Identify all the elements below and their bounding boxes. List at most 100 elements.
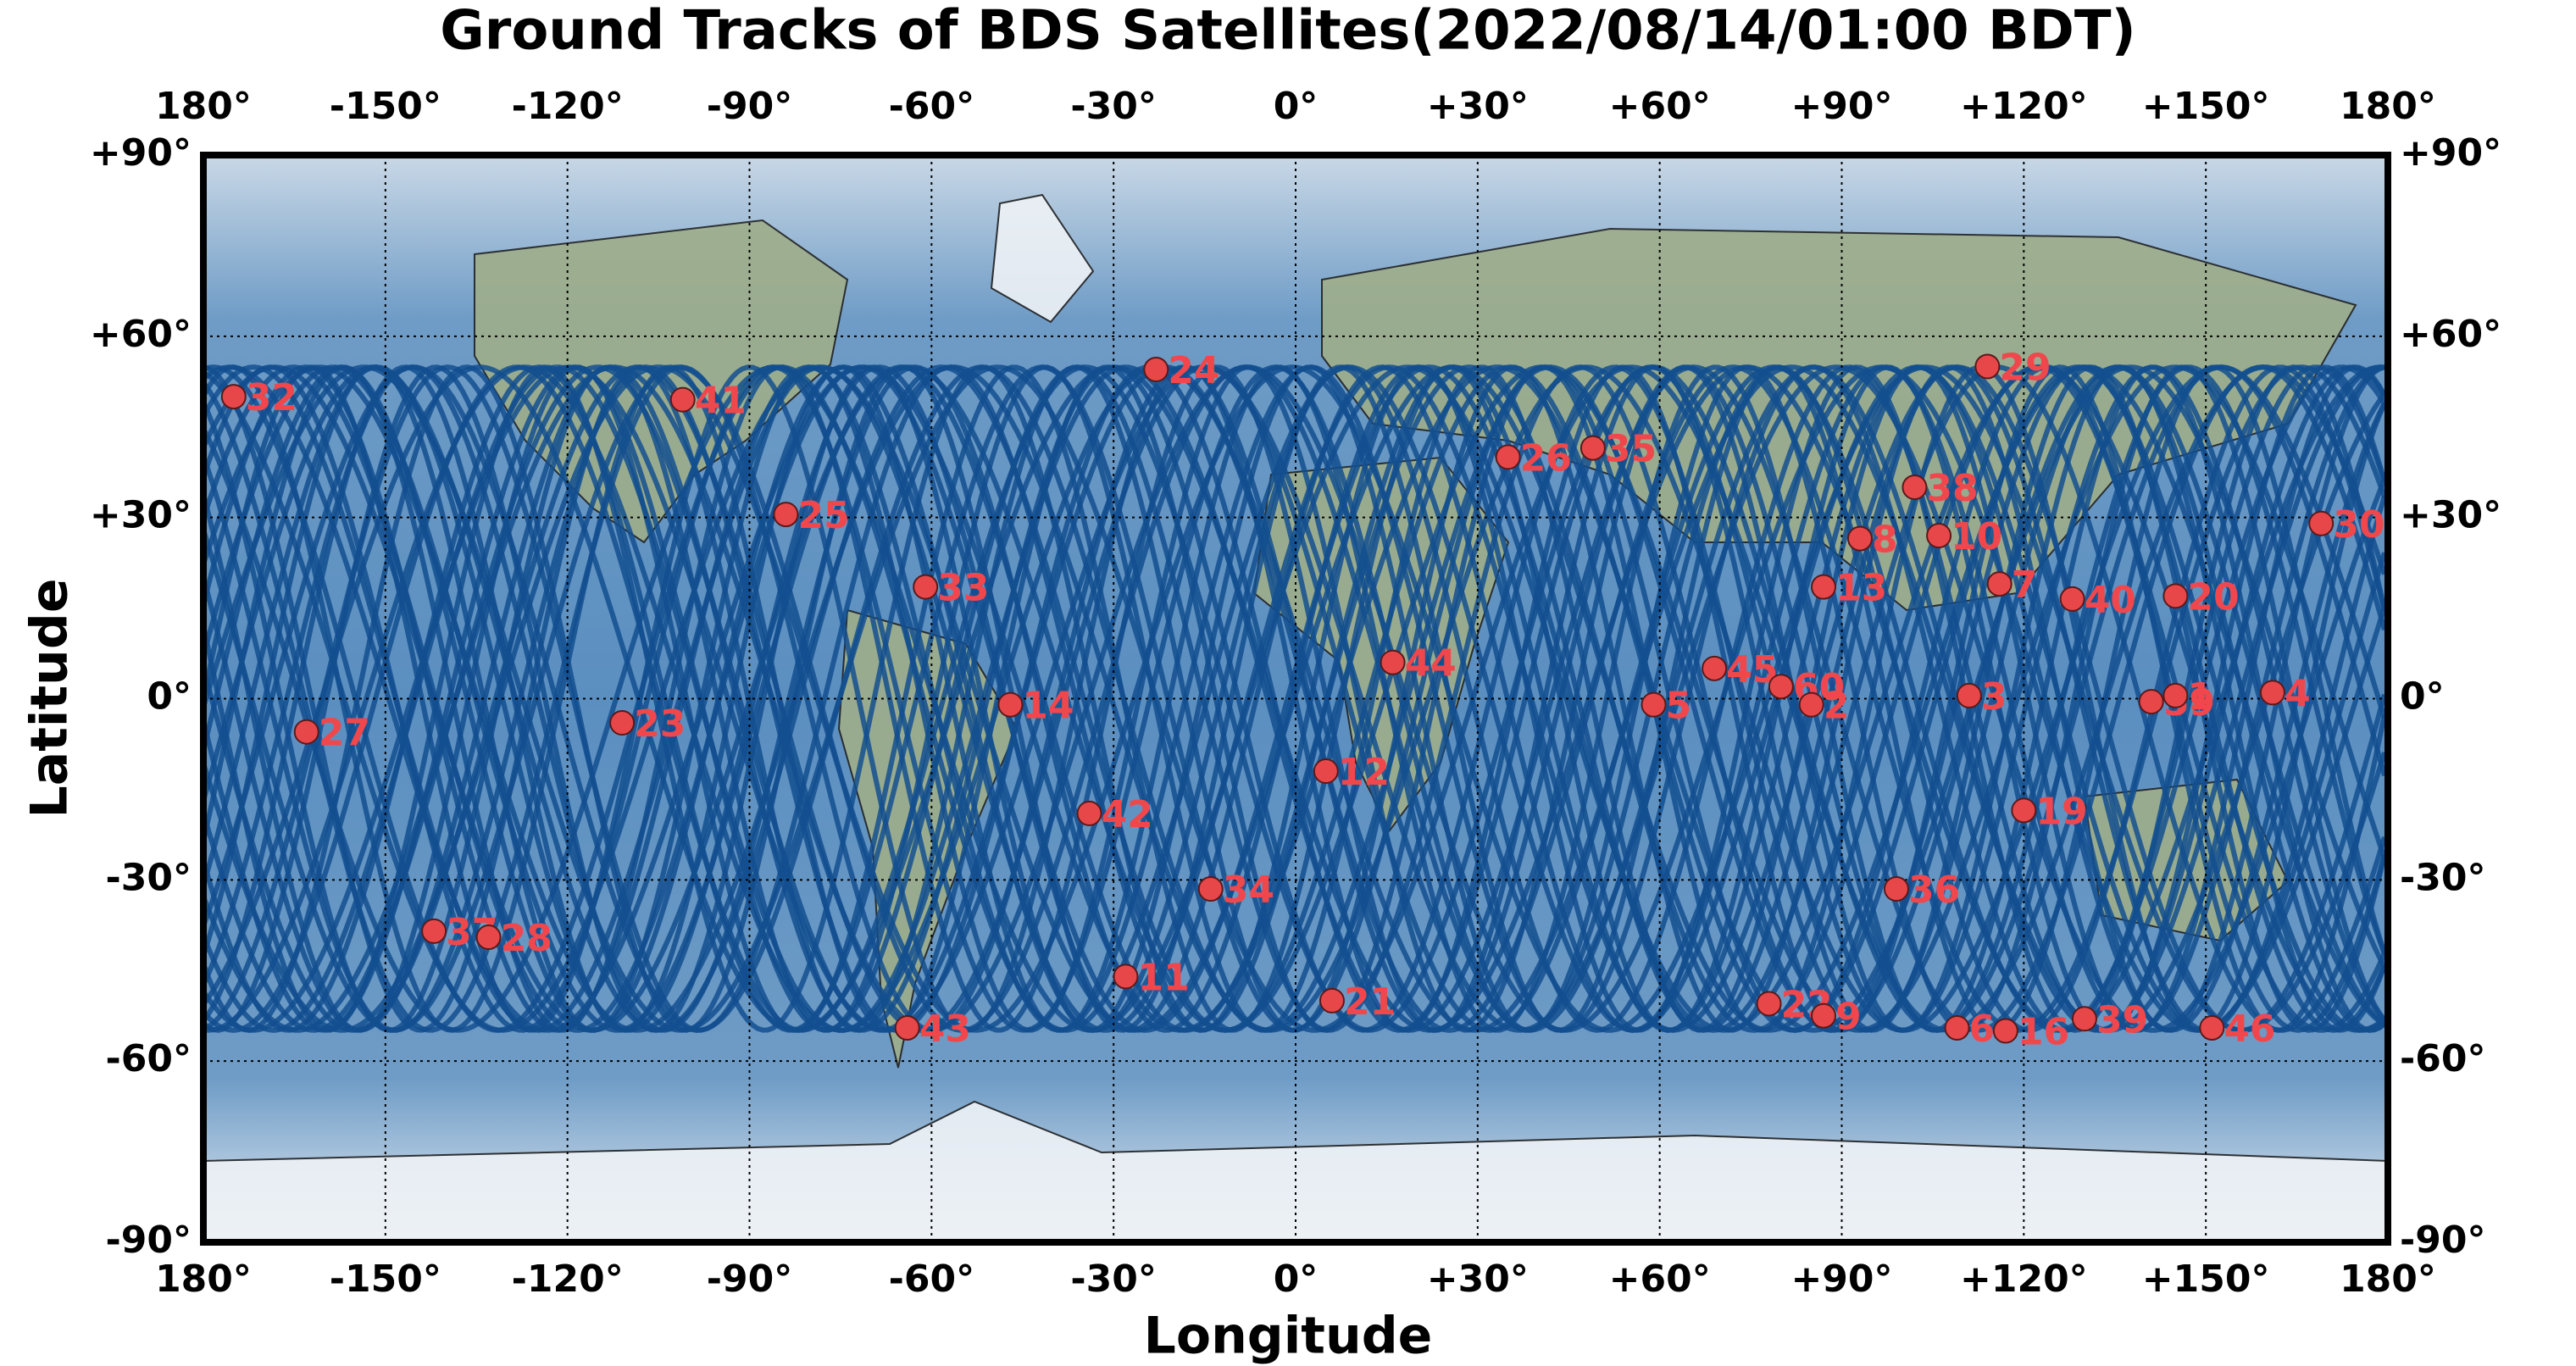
satellite-label: 28 <box>501 917 552 960</box>
satellite-label: 32 <box>246 376 297 419</box>
satellite-point <box>913 574 939 600</box>
satellite-point <box>1944 1014 1970 1041</box>
satellite-label: 20 <box>2187 575 2239 619</box>
satellite-label: 21 <box>1344 980 1396 1024</box>
satellite-point <box>1974 353 2001 380</box>
y-tick-label: 0° <box>147 675 192 719</box>
x-tick-label: 0° <box>1274 1258 1319 1301</box>
satellite-point <box>1956 682 1982 708</box>
satellite-point <box>2011 797 2037 824</box>
satellite-label: 2 <box>1824 685 1850 728</box>
satellite-point <box>1992 1018 2018 1044</box>
satellite-point <box>1143 357 1169 383</box>
satellite-label: 26 <box>1520 436 1572 480</box>
satellite-label: 41 <box>695 380 747 423</box>
y-tick-label: 0° <box>2400 675 2445 719</box>
satellite-label: 8 <box>1872 519 1898 562</box>
y-tick-label: +60° <box>90 313 192 356</box>
satellite-label: 40 <box>2085 579 2136 622</box>
satellite-point <box>1579 435 1606 461</box>
satellite-point <box>1495 444 1521 470</box>
satellite-point <box>2162 682 2189 708</box>
satellite-point <box>1076 800 1102 826</box>
x-tick-label: +90° <box>1790 85 1892 128</box>
satellite-point <box>1319 987 1345 1013</box>
satellite-label: 39 <box>2096 998 2148 1041</box>
y-tick-label: -90° <box>2400 1219 2486 1262</box>
satellite-label: 34 <box>1223 869 1274 912</box>
y-tick-label: -30° <box>2400 856 2486 899</box>
satellite-point <box>773 502 799 528</box>
y-tick-label: -90° <box>106 1219 192 1262</box>
satellite-point <box>1113 963 1139 990</box>
x-tick-label: -30° <box>1070 1258 1157 1301</box>
satellite-point <box>2199 1014 2225 1041</box>
x-tick-label: 180° <box>155 85 252 128</box>
satellite-label: 9 <box>1835 996 1862 1039</box>
satellite-point <box>1197 876 1224 902</box>
x-tick-label: 180° <box>2340 1258 2436 1301</box>
satellite-label: 44 <box>1405 642 1457 686</box>
x-tick-label: +60° <box>1609 1258 1711 1301</box>
track <box>203 364 2387 1033</box>
x-tick-label: +120° <box>1960 85 2088 128</box>
y-tick-label: +90° <box>2400 131 2501 175</box>
plot-frame <box>200 152 2391 1246</box>
x-tick-label: -120° <box>512 85 624 128</box>
x-tick-label: 180° <box>155 1258 252 1301</box>
satellite-point <box>1798 691 1824 718</box>
x-axis-label: Longitude <box>1144 1307 1433 1366</box>
satellite-label: 29 <box>1999 346 2051 389</box>
satellite-point <box>1380 649 1406 675</box>
satellite-label: 10 <box>1951 515 2002 558</box>
satellite-label: 35 <box>1605 428 1657 471</box>
satellite-point <box>293 719 319 745</box>
satellite-label: 46 <box>2223 1008 2275 1051</box>
satellite-point <box>1986 571 2012 597</box>
satellite-label: 27 <box>319 712 370 755</box>
satellite-label: 13 <box>1835 567 1887 610</box>
track <box>203 364 2387 1033</box>
x-tick-label: +150° <box>2142 1258 2270 1301</box>
track <box>203 364 2386 1033</box>
satellite-label: 5 <box>1666 685 1692 728</box>
satellite-label: 43 <box>919 1008 971 1051</box>
satellite-point <box>1901 475 1928 501</box>
satellite-point <box>2162 583 2189 609</box>
x-tick-label: +120° <box>1960 1258 2088 1301</box>
satellite-label: 16 <box>2018 1011 2069 1054</box>
y-tick-label: +30° <box>90 494 192 537</box>
track <box>203 364 2387 1033</box>
satellite-point <box>421 918 447 944</box>
track <box>203 364 2387 1033</box>
x-tick-label: -60° <box>889 85 975 128</box>
satellite-point <box>1926 523 1952 549</box>
satellite-point <box>220 384 247 410</box>
satellite-point <box>1846 525 1873 552</box>
satellite-point <box>2071 1006 2097 1032</box>
y-tick-label: +90° <box>90 131 192 175</box>
y-tick-label: -60° <box>106 1037 192 1080</box>
y-tick-label: -60° <box>2400 1037 2486 1080</box>
x-tick-label: -90° <box>707 1258 793 1301</box>
satellite-label: 24 <box>1168 349 1219 392</box>
satellite-label: 23 <box>634 702 686 746</box>
satellite-label: 12 <box>1338 751 1390 794</box>
satellite-point <box>1313 758 1339 785</box>
track <box>203 364 2387 1033</box>
x-tick-label: -60° <box>889 1258 975 1301</box>
x-tick-label: +30° <box>1427 1258 1529 1301</box>
track <box>203 364 2385 1033</box>
satellite-label: 19 <box>2035 790 2087 833</box>
satellite-point <box>894 1014 920 1041</box>
satellite-point <box>997 691 1024 718</box>
satellite-label: 1 <box>2187 675 2213 719</box>
satellite-point <box>2138 689 2164 715</box>
satellite-label: 4 <box>2285 672 2311 715</box>
x-tick-label: 0° <box>1274 85 1319 128</box>
satellite-point <box>669 386 696 413</box>
satellite-label: 30 <box>2333 503 2384 547</box>
